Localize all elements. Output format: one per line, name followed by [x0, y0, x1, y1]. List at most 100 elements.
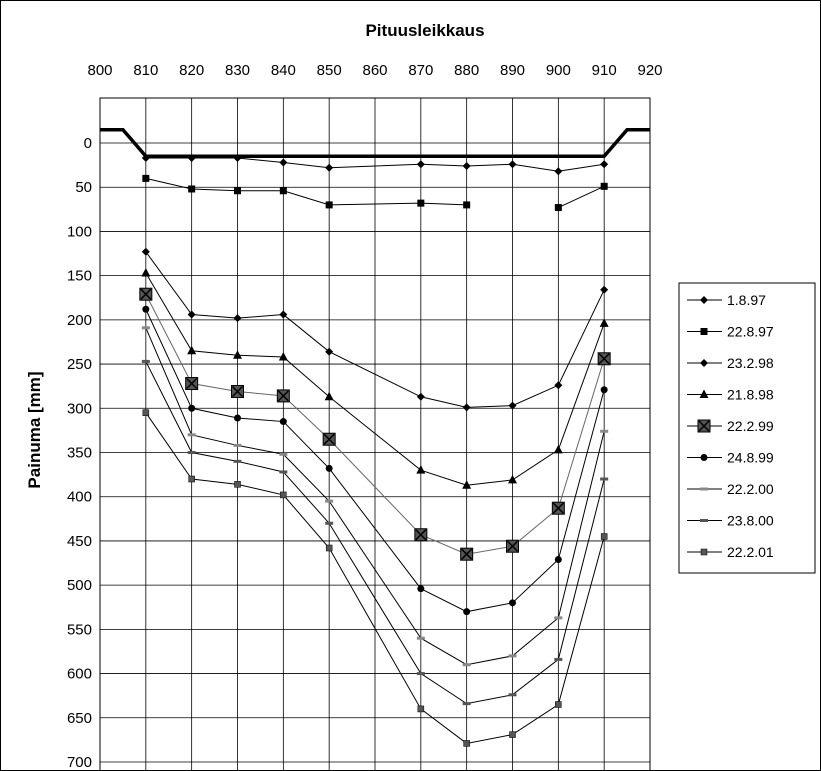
data-point [555, 701, 562, 708]
triangle-marker [462, 480, 472, 489]
xsquare-marker-stroke [186, 377, 198, 390]
legend-label: 24.8.99 [727, 450, 774, 466]
data-point [554, 167, 563, 176]
data-point [462, 663, 471, 667]
square-marker [325, 201, 333, 209]
data-point [141, 154, 150, 163]
dash-marker [279, 470, 288, 474]
triangle-marker [324, 391, 334, 401]
triangle-marker [187, 345, 197, 355]
legend-marker [700, 487, 708, 491]
diamond-marker [554, 167, 563, 176]
circle-marker [417, 585, 425, 593]
dash-marker [187, 451, 196, 454]
legend-marker [700, 296, 708, 304]
diamond-marker [141, 247, 150, 256]
series-line [558, 185, 605, 209]
legend-label: 21.8.98 [727, 387, 774, 403]
legend-marker [697, 419, 711, 433]
data-point [597, 352, 611, 366]
circle-marker [188, 404, 196, 412]
y-tick-label: 250 [67, 356, 92, 373]
data-point [508, 160, 517, 169]
data-point [554, 616, 563, 620]
xsquare-marker-stroke [506, 540, 519, 552]
dash-marker [462, 702, 471, 706]
y-tick-label: 100 [67, 223, 92, 240]
diamond-marker [187, 154, 196, 163]
legend-marker [700, 548, 708, 556]
data-point [600, 429, 609, 433]
legend-marker [700, 454, 708, 461]
triangle-marker [599, 318, 609, 327]
legend-item: 22.8.97 [687, 324, 774, 340]
y-tick-label: 450 [67, 533, 92, 550]
data-point [551, 501, 565, 515]
y-tick-label: 650 [67, 710, 92, 727]
dash-marker [554, 616, 563, 620]
data-point [187, 310, 196, 319]
legend-label: 22.2.99 [727, 418, 774, 434]
diamond-marker [508, 160, 517, 169]
legend-item: 24.8.99 [687, 450, 774, 466]
data-point [509, 731, 516, 738]
dash-marker [187, 433, 196, 437]
legend-label: 1.8.97 [727, 292, 766, 308]
y-tick-label: 0 [84, 135, 92, 152]
square-marker [554, 204, 562, 212]
data-point [234, 414, 241, 422]
data-point [278, 351, 288, 361]
diamond-marker [187, 310, 196, 319]
triangle-marker [141, 267, 151, 277]
y-tick-label: 700 [67, 754, 92, 771]
square-marker [234, 187, 241, 195]
triangle-marker [233, 350, 242, 359]
data-point [462, 403, 471, 412]
square-marker [325, 544, 333, 552]
diamond-marker [462, 403, 471, 412]
circle-marker [142, 305, 150, 313]
data-point [141, 267, 151, 277]
x-tick-label: 910 [592, 62, 617, 79]
legend-item: 23.2.98 [687, 355, 774, 371]
series-line [145, 327, 605, 666]
series-group [139, 154, 611, 747]
square-marker [600, 182, 608, 190]
xsquare-marker-stroke [415, 529, 427, 541]
data-point [276, 389, 290, 403]
y-tick-label: 200 [67, 312, 92, 329]
xsquare-marker-stroke [323, 433, 335, 445]
series-21.8.98 [141, 267, 609, 489]
xsquare-marker-stroke [552, 502, 564, 514]
dash-marker [141, 359, 150, 363]
x-tick-label: 800 [87, 62, 112, 79]
dash-marker [600, 429, 609, 433]
diamond-marker [508, 401, 517, 410]
legend-item: 22.2.00 [687, 481, 774, 497]
diamond-marker [600, 160, 609, 169]
diamond-marker [554, 381, 563, 390]
data-point [234, 481, 241, 488]
square-marker [279, 187, 287, 195]
data-point [325, 521, 334, 525]
legend-item: 22.2.01 [687, 544, 774, 560]
data-point [508, 654, 517, 658]
data-point [142, 409, 150, 416]
x-tick-label: 870 [408, 62, 433, 79]
dash-marker [141, 326, 150, 330]
x-tick-label: 860 [362, 62, 387, 79]
data-point [233, 459, 242, 463]
data-point [600, 477, 609, 481]
y-tick-label: 600 [67, 666, 92, 683]
data-point [463, 608, 471, 616]
xsquare-marker-stroke [598, 353, 610, 365]
dash-marker [325, 521, 334, 525]
legend-item: 21.8.98 [687, 387, 774, 403]
data-point [417, 705, 425, 713]
data-point [141, 359, 150, 363]
data-point [506, 539, 519, 553]
data-point [325, 347, 334, 356]
legend-marker [700, 328, 708, 335]
data-point [414, 528, 428, 542]
